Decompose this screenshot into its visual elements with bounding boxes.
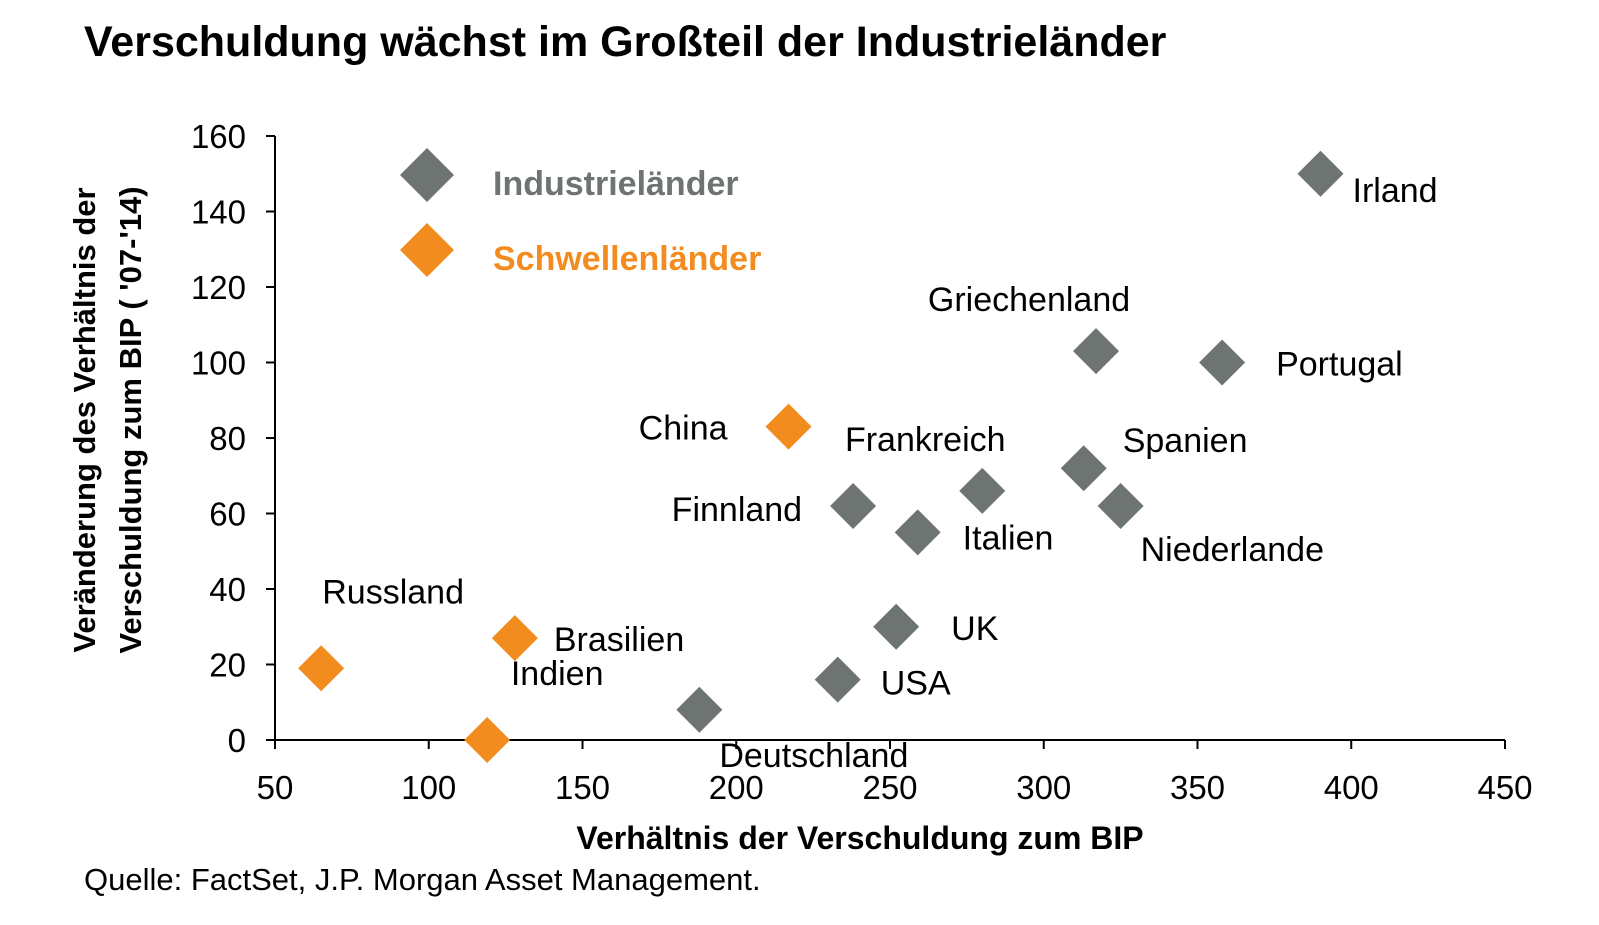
point-label-usa: USA [881, 665, 951, 703]
x-tick-label: 50 [257, 769, 294, 806]
point-niederlande [1097, 482, 1144, 529]
data-points [298, 150, 1344, 763]
point-labels: Irland Griechenland Portugal Frankreich Span… [322, 172, 1437, 775]
point-label-portugal: Portugal [1276, 346, 1403, 384]
y-tick-label: 20 [209, 647, 246, 684]
point-label-finnland: Finnland [672, 491, 802, 529]
x-tick-label: 300 [1016, 769, 1071, 806]
tick-labels: 0 20 40 60 80 100 120 140 160 50 100 150 200 250 300 35… [191, 118, 1533, 806]
x-tick-label: 100 [401, 769, 456, 806]
x-tick-label: 200 [709, 769, 764, 806]
x-tick-label: 250 [862, 769, 917, 806]
point-label-china: China [639, 410, 728, 448]
point-label-indien: Indien [511, 655, 604, 693]
point-brasilien [491, 615, 538, 662]
x-axis-title: Verhältnis der Verschuldung zum BIP [576, 820, 1143, 856]
point-label-brasilien: Brasilien [554, 621, 684, 659]
axis-titles: Verhältnis der Verschuldung zum BIP Verän… [67, 186, 1144, 856]
point-spanien [1060, 445, 1107, 492]
legend-label-industrial: Industrieländer [493, 165, 739, 203]
source-note: Quelle: FactSet, J.P. Morgan Asset Manag… [84, 862, 761, 897]
point-label-irland: Irland [1353, 172, 1438, 210]
point-usa [814, 656, 861, 703]
x-tick-label: 150 [555, 769, 610, 806]
point-russland [298, 645, 345, 692]
x-tick-label: 450 [1477, 769, 1532, 806]
y-axis-title-line: Verschuldung zum BIP ( '07-'14) [113, 186, 148, 653]
point-uk [873, 603, 920, 650]
y-axis-title: Veränderung des Verhältnis der Verschuldu… [67, 186, 148, 653]
point-label-frankreich: Frankreich [845, 421, 1006, 459]
y-tick-label: 0 [228, 722, 246, 759]
legend: Industrieländer Schwellenländer [400, 148, 761, 278]
point-label-spanien: Spanien [1123, 422, 1248, 460]
point-portugal [1199, 339, 1246, 386]
point-finnland [830, 482, 877, 529]
point-label-deutschland: Deutschland [719, 737, 908, 775]
y-tick-label: 60 [209, 496, 246, 533]
y-axis-title-line: Veränderung des Verhältnis der [67, 187, 102, 652]
y-tick-label: 40 [209, 571, 246, 608]
point-frankreich [959, 467, 1006, 514]
point-label-russland: Russland [322, 573, 464, 611]
point-italien [894, 509, 941, 556]
y-tick-label: 160 [191, 118, 246, 155]
point-label-niederlande: Niederlande [1141, 531, 1324, 569]
point-indien [464, 717, 511, 763]
point-label-griechenland: Griechenland [928, 281, 1130, 319]
y-tick-label: 120 [191, 269, 246, 306]
point-deutschland [676, 686, 723, 733]
chart-title: Verschuldung wächst im Großteil der Indu… [84, 18, 1167, 66]
y-tick-label: 80 [209, 420, 246, 457]
y-tick-label: 140 [191, 194, 246, 231]
y-tick-label: 100 [191, 345, 246, 382]
legend-marker-emerging [400, 223, 454, 277]
x-tick-label: 350 [1170, 769, 1225, 806]
point-label-italien: Italien [963, 519, 1054, 557]
point-irland [1297, 150, 1344, 197]
legend-label-emerging: Schwellenländer [493, 240, 761, 278]
legend-marker-industrial [400, 148, 454, 202]
x-tick-label: 400 [1324, 769, 1379, 806]
point-china [765, 403, 812, 450]
point-griechenland [1073, 328, 1120, 375]
point-label-uk: UK [951, 610, 999, 648]
